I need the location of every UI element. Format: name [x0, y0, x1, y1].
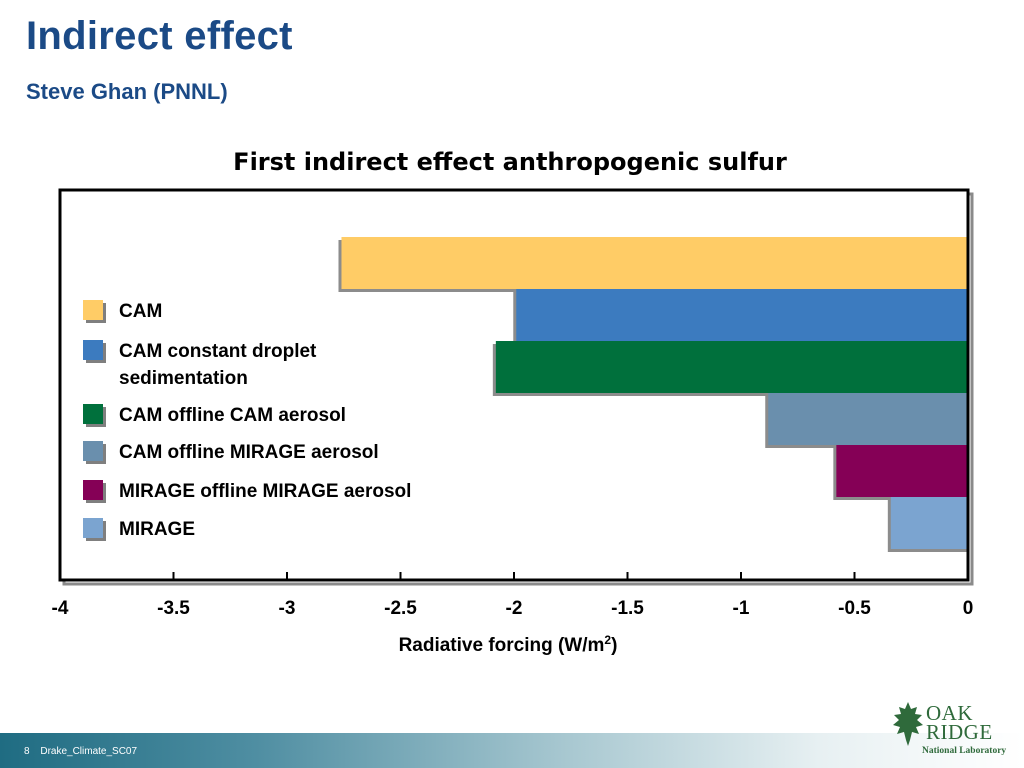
x-tick-label: 0	[963, 598, 974, 619]
logo-word-national-laboratory: National Laboratory	[922, 746, 1007, 756]
legend-label-6: MIRAGE	[119, 519, 195, 540]
legend-label-5: MIRAGE offline MIRAGE aerosol	[119, 481, 411, 502]
bar-2	[516, 289, 968, 341]
legend-swatch-3	[83, 404, 103, 424]
chart: CAM CAM constant droplet sedimentation CAM …	[52, 188, 974, 656]
x-tick-label: -1.5	[611, 598, 644, 619]
x-tick-label: -2.5	[384, 598, 417, 619]
bar-3	[495, 341, 968, 393]
x-axis-label: Radiative forcing (W/m2)	[399, 633, 618, 656]
logo-word-ridge: RIDGE	[926, 720, 993, 744]
x-tick-label: -3.5	[157, 598, 190, 619]
slide-subtitle: Steve Ghan (PNNL)	[26, 79, 228, 104]
legend-swatch-6	[83, 518, 103, 538]
footer-bar	[0, 733, 1024, 768]
legend-label-1: CAM	[119, 301, 162, 322]
slide-title: Indirect effect	[26, 14, 293, 58]
x-tick-label: -0.5	[838, 598, 871, 619]
oak-ridge-logo: OAK RIDGE National Laboratory	[890, 700, 1010, 762]
x-tick-label: -1	[733, 598, 750, 619]
x-tick-label: -4	[52, 598, 69, 619]
legend-swatch-2	[83, 340, 103, 360]
chart-title: First indirect effect anthropogenic sulf…	[233, 148, 787, 176]
bar-5	[836, 445, 968, 497]
logo-word-oak: OAK	[926, 701, 973, 725]
oak-leaf-icon	[893, 702, 923, 746]
footer-filename: Drake_Climate_SC07	[40, 746, 138, 757]
legend-swatch-5	[83, 480, 103, 500]
legend-label-3: CAM offline CAM aerosol	[119, 405, 346, 426]
x-tick-label: -3	[279, 598, 296, 619]
legend-swatch-4	[83, 441, 103, 461]
x-tick-label: -2	[506, 598, 523, 619]
legend-label-4: CAM offline MIRAGE aerosol	[119, 442, 379, 463]
bar-6	[890, 497, 968, 549]
bar-1	[341, 237, 969, 289]
bar-4	[768, 393, 968, 445]
legend-swatch-1	[83, 300, 103, 320]
legend-label-2: CAM constant droplet sedimentation	[119, 341, 317, 389]
page-number: 8	[24, 746, 30, 757]
footer: 8 Drake_Climate_SC07	[24, 746, 145, 757]
